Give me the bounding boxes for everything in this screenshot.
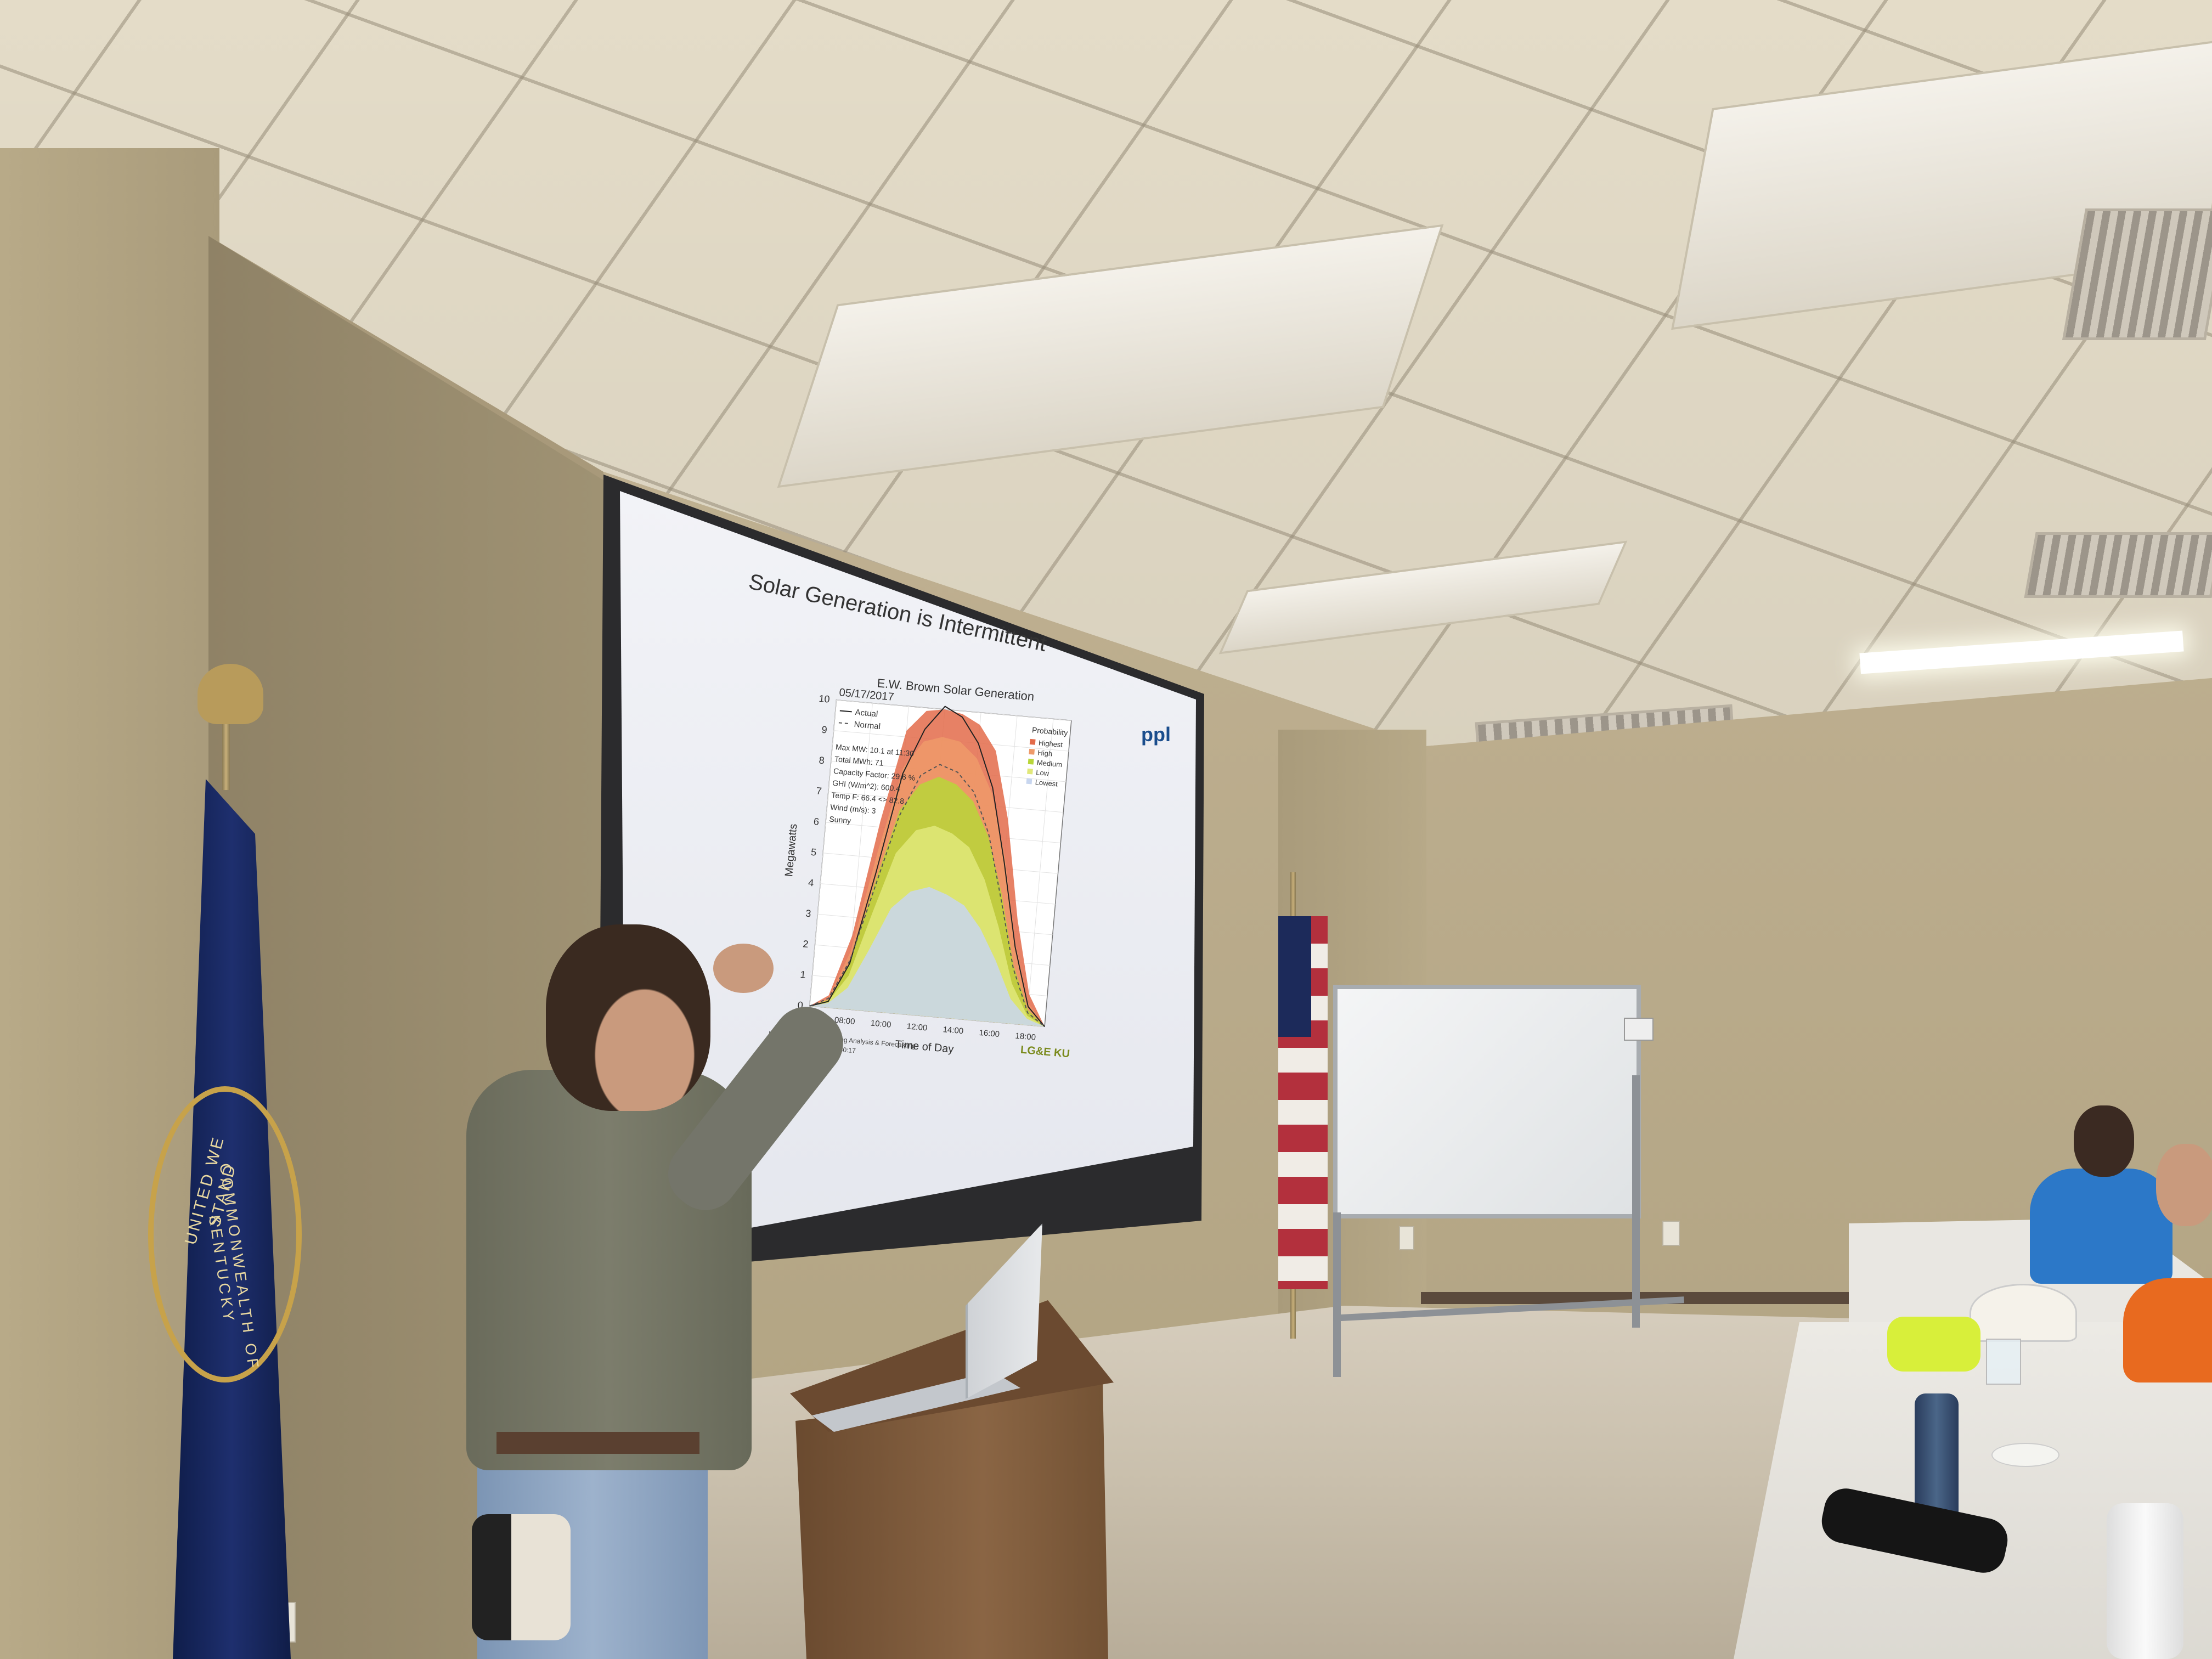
- us-flag-canton: [1278, 916, 1311, 1037]
- grid-line: [836, 699, 1071, 721]
- whiteboard-stand: [1632, 1075, 1640, 1328]
- safety-vest: [1887, 1317, 1980, 1372]
- legend-swatch: [839, 710, 852, 713]
- y-tick-label: 1: [800, 969, 806, 980]
- presenter-hand: [713, 944, 774, 993]
- x-tick-label: 08:00: [834, 1015, 855, 1026]
- lge-ku-logo: LG&E KU: [1020, 1044, 1070, 1060]
- air-vent: [2024, 532, 2212, 598]
- grid-line: [809, 699, 837, 1006]
- ppl-logo: ppl: [1141, 723, 1171, 746]
- y-tick-label: 0: [797, 1000, 804, 1011]
- legend-swatch: [838, 722, 851, 725]
- y-tick-label: 10: [819, 693, 831, 705]
- thermostat: [1624, 1018, 1654, 1041]
- wall-outlet: [1662, 1221, 1680, 1246]
- chart-stat-line: Total MWh: 71: [834, 754, 884, 768]
- audience-member-blue-jacket: [2030, 1169, 2172, 1284]
- audience-member-head: [2074, 1105, 2134, 1177]
- whiteboard-stand: [1333, 1212, 1341, 1377]
- probability-legend-entry-highest: Highest: [1038, 738, 1063, 749]
- grid-line: [1026, 719, 1054, 1025]
- x-tick-label: 12:00: [906, 1022, 928, 1032]
- presenter-belt: [496, 1432, 699, 1454]
- y-tick-label: 2: [803, 938, 809, 950]
- y-tick-label: 9: [821, 724, 828, 736]
- x-tick-label: 14:00: [943, 1025, 964, 1036]
- probability-legend-entry-lowest: Lowest: [1035, 778, 1058, 788]
- probability-band-lowest: [809, 887, 1045, 1027]
- eagle-finial-icon: [198, 664, 263, 724]
- audience-member-head: [2156, 1144, 2212, 1226]
- probability-legend-swatch: [1029, 748, 1035, 755]
- probability-legend-swatch: [1027, 768, 1033, 775]
- probability-legend-swatch: [1026, 778, 1032, 785]
- series-line-actual: [809, 706, 1045, 1027]
- whiteboard: [1333, 985, 1641, 1218]
- x-tick-label: 10:00: [870, 1019, 891, 1030]
- legend-entry-normal: Normal: [854, 720, 881, 731]
- y-tick-label: 4: [808, 877, 814, 889]
- flag-pole: [222, 713, 230, 790]
- presenter-head: [546, 924, 710, 1111]
- probability-legend-entry-medium: Medium: [1036, 758, 1062, 769]
- audience-member-orange-shirt: [2123, 1278, 2212, 1383]
- chart-stat-line: Wind (m/s): 3: [830, 803, 877, 815]
- y-tick-label: 5: [810, 847, 817, 858]
- air-vent: [2062, 208, 2212, 340]
- probability-legend-entry-high: High: [1037, 748, 1053, 758]
- work-glove: [472, 1514, 571, 1640]
- chart-stat-line: Sunny: [829, 815, 851, 825]
- x-tick-label: 18:00: [1015, 1031, 1036, 1042]
- kentucky-seal-icon: [148, 1086, 302, 1383]
- y-tick-label: 8: [819, 755, 825, 766]
- y-tick-label: 3: [805, 908, 812, 919]
- plastic-cup: [1986, 1339, 2021, 1385]
- hard-hat: [1970, 1284, 2077, 1342]
- y-tick-label: 6: [813, 816, 820, 827]
- probability-legend-title: Probability: [1031, 725, 1068, 737]
- wall-outlet: [1399, 1226, 1414, 1250]
- x-tick-label: 16:00: [979, 1028, 1000, 1039]
- legend-entry-actual: Actual: [855, 708, 878, 719]
- y-tick-label: 7: [816, 785, 822, 797]
- probability-legend-swatch: [1028, 758, 1034, 765]
- white-water-bottle: [2107, 1503, 2183, 1659]
- small-plate: [1991, 1443, 2059, 1467]
- probability-legend-entry-low: Low: [1036, 768, 1050, 777]
- probability-legend-swatch: [1029, 738, 1036, 745]
